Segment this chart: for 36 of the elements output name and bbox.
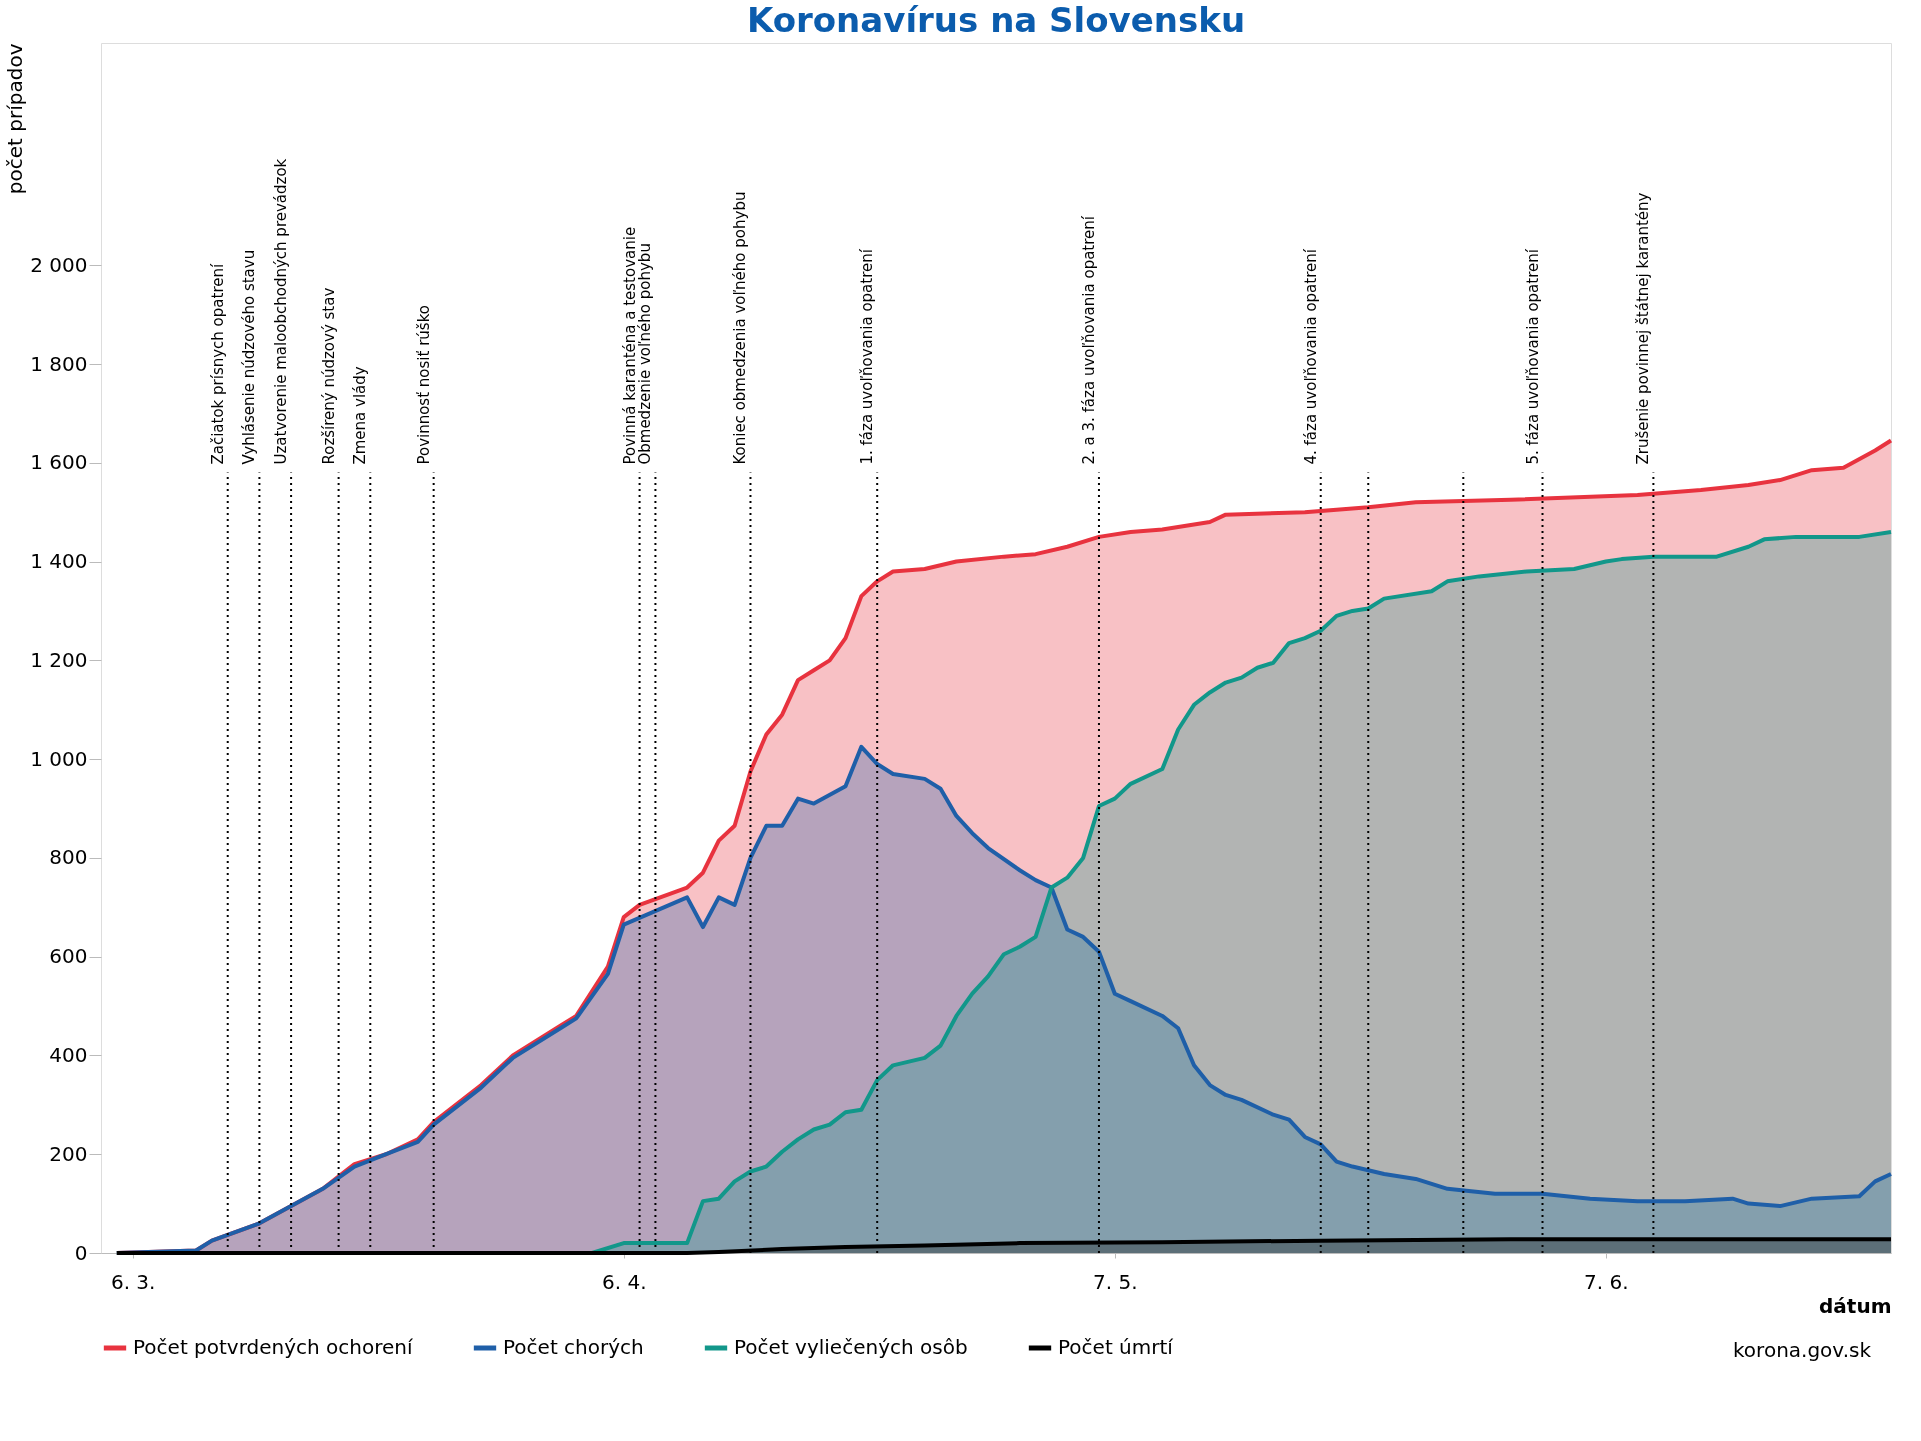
x-tick-label: 7. 6. — [1584, 1269, 1629, 1294]
y-axis-title: počet prípadov — [3, 43, 28, 195]
legend-label: Počet úmrtí — [1058, 1335, 1175, 1359]
ref-line-label: Povinnosť nosiť rúško — [414, 305, 433, 465]
x-axis-title: dátum — [1819, 1293, 1892, 1318]
y-tick-label: 400 — [49, 1042, 88, 1067]
y-tick-label: 1 000 — [30, 746, 88, 771]
chart-title: Koronavírus na Slovensku — [746, 0, 1246, 40]
ref-line-label: 1. fáza uvoľňovania opatrení — [858, 248, 877, 465]
ref-line-label: Vyhlásenie núdzového stavu — [240, 249, 259, 465]
y-tick-label: 200 — [49, 1141, 88, 1166]
ref-line-label: Zrušenie povinnej štátnej karantény — [1634, 192, 1653, 465]
ref-line-label: 4. fáza uvoľňovania opatrení — [1301, 248, 1320, 465]
ref-line-label: Začiatok prísnych opatrení — [208, 263, 227, 465]
legend-label: Počet vyliečených osôb — [734, 1335, 968, 1359]
x-tick-label: 6. 3. — [110, 1269, 156, 1294]
y-tick-label: 1 600 — [30, 450, 88, 475]
y-tick-label: 800 — [49, 845, 88, 870]
text: korona.gov.sk — [1733, 1338, 1872, 1362]
ref-line-label: 5. fáza uvoľňovania opatrení — [1523, 248, 1542, 465]
y-tick-label: 600 — [49, 944, 88, 969]
ref-line-label: Zmena vlády — [351, 366, 370, 465]
x-tick-label: 6. 4. — [601, 1269, 647, 1294]
ref-line-label: 2. a 3. fáza uvoľňovania opatrení — [1079, 215, 1098, 465]
x-tick-label: 7. 5. — [1093, 1269, 1138, 1294]
ref-line-label: Koniec obmedzenia voľného pohybu — [731, 191, 750, 465]
y-tick-label: 1 200 — [30, 647, 88, 672]
y-tick-label: 1 800 — [30, 351, 88, 376]
y-tick-label: 0 — [74, 1240, 88, 1265]
legend-label: Počet chorých — [503, 1335, 644, 1359]
legend-label: Počet potvrdených ochorení — [133, 1335, 415, 1359]
ref-line-label: Rozšírený núdzový stav — [319, 287, 338, 465]
ref-line-label: Obmedzenie voľného pohybu — [636, 243, 655, 465]
ref-line-label: Uzatvorenie maloobchodných prevádzok — [272, 158, 291, 465]
y-tick-label: 2 000 — [30, 252, 88, 277]
y-tick-label: 1 400 — [30, 549, 88, 574]
